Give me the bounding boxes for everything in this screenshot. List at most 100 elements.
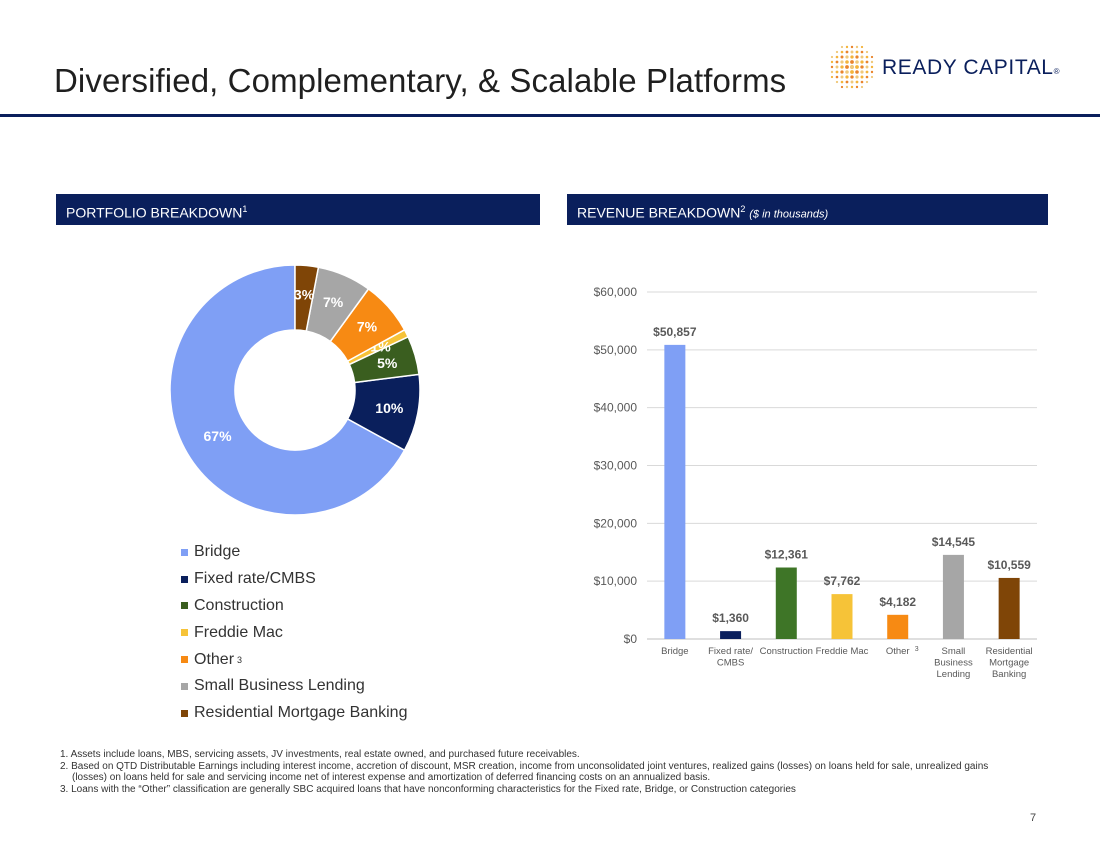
logo-text: READY CAPITAL <box>882 56 1054 79</box>
y-tick-label: $30,000 <box>594 459 638 473</box>
data-label-bridge: $50,857 <box>653 325 697 339</box>
legend-item-freddie-mac: Freddie Mac <box>181 619 407 646</box>
footnote-3: 3. Loans with the “Other” classification… <box>60 783 796 795</box>
logo-dot <box>840 50 844 54</box>
y-tick-label: $0 <box>624 632 638 646</box>
portfolio-donut-chart: 67%10%5%1%7%7%3% <box>169 264 421 516</box>
bar-freddie-mac <box>831 594 853 639</box>
logo-dot <box>850 55 854 59</box>
x-tick-label-line: Mortgage <box>989 658 1029 669</box>
revenue-breakdown-footnote-ref: 2 <box>740 204 746 214</box>
x-tick-label-small-business-lending: Small Business Lending <box>934 646 973 680</box>
logo-dot <box>840 55 844 59</box>
logo-dot <box>835 55 839 59</box>
logo-dot <box>840 75 844 79</box>
legend-label: Residential Mortgage Banking <box>194 704 408 722</box>
data-label-residential-mortgage-banking: $10,559 <box>987 558 1031 572</box>
x-tick-label-line: CMBS <box>717 658 744 669</box>
x-tick-label-line: Bridge <box>661 646 688 657</box>
logo-dot <box>870 70 874 74</box>
data-label-fixed-rate-cmbs: $1,360 <box>712 611 749 625</box>
logo-dot <box>855 55 859 59</box>
footnote-1: 1. Assets include loans, MBS, servicing … <box>60 749 580 760</box>
logo-dot <box>850 45 854 49</box>
y-tick-label: $40,000 <box>594 401 638 415</box>
logo-dot <box>870 65 874 69</box>
bar-small-business-lending <box>942 554 964 639</box>
bar-residential-mortgage-banking <box>998 577 1020 639</box>
logo-dot <box>870 55 874 59</box>
logo-dot <box>845 85 849 89</box>
donut-label-construction: 5% <box>377 355 398 371</box>
logo-dot <box>860 65 864 69</box>
legend-label: Construction <box>194 596 284 614</box>
logo-dot <box>845 50 849 54</box>
logo-dot <box>870 60 874 64</box>
data-label-construction: $12,361 <box>765 548 809 562</box>
x-tick-label-line: Lending <box>937 669 971 680</box>
portfolio-legend: Bridge Fixed rate/CMBS Construction Freddie… <box>181 539 407 727</box>
logo-dot <box>855 80 859 84</box>
bar-bridge <box>664 344 686 639</box>
logo-dot <box>855 65 859 69</box>
legend-swatch <box>181 548 188 556</box>
logo-dot <box>835 75 839 79</box>
logo-dot <box>835 80 839 84</box>
logo-dot <box>835 70 839 74</box>
data-label-freddie-mac: $7,762 <box>824 574 861 588</box>
logo-registered-mark: ® <box>1053 67 1061 76</box>
logo-dot <box>860 85 864 89</box>
data-label-other: $4,182 <box>879 595 916 609</box>
logo-dot <box>845 45 849 49</box>
donut-label-bridge: 67% <box>204 428 233 444</box>
logo-dot <box>860 45 864 49</box>
legend-label: Small Business Lending <box>194 677 365 695</box>
logo-dot <box>860 75 864 79</box>
portfolio-breakdown-footnote-ref: 1 <box>242 204 248 214</box>
logo-dot <box>830 60 834 64</box>
legend-item-small-business-lending: Small Business Lending <box>181 673 407 700</box>
bar-construction <box>775 567 797 639</box>
logo-dot <box>835 60 839 64</box>
revenue-breakdown-header: REVENUE BREAKDOWN2 ($ in thousands) <box>567 194 1048 225</box>
logo-dot <box>865 75 869 79</box>
logo-dot <box>835 65 839 69</box>
logo-dot <box>840 45 844 49</box>
x-tick-label-line: Construction <box>760 646 813 657</box>
logo-dot <box>860 60 864 64</box>
logo-dot <box>830 55 834 59</box>
x-tick-footnote-ref: 3 <box>915 646 919 653</box>
logo-dot <box>860 55 864 59</box>
footnotes: 1. Assets include loans, MBS, servicing … <box>60 749 1020 795</box>
donut-label-other: 7% <box>357 319 378 335</box>
x-tick-label-residential-mortgage-banking: Residential Mortgage Banking <box>986 646 1033 680</box>
logo-dot <box>855 85 859 89</box>
logo-dot <box>849 64 855 70</box>
logo-dot <box>855 45 859 49</box>
legend-item-other: Other 3 <box>181 646 407 673</box>
bar-fixed-rate-cmbs <box>720 631 742 639</box>
legend-label: Other <box>194 650 235 668</box>
logo-dot <box>840 85 844 89</box>
x-tick-label-line: Small <box>942 646 966 657</box>
logo-dot <box>855 70 859 74</box>
logo-dot <box>850 80 854 84</box>
portfolio-breakdown-header: PORTFOLIO BREAKDOWN1 <box>56 194 540 225</box>
legend-label: Fixed rate/CMBS <box>194 570 316 588</box>
logo-dot <box>850 75 854 79</box>
legend-swatch <box>181 682 188 690</box>
logo-dot <box>865 70 869 74</box>
logo-dot <box>865 80 869 84</box>
donut-label-residential-mortgage-banking: 3% <box>294 286 315 302</box>
logo-dot <box>845 55 849 59</box>
y-tick-label: $10,000 <box>594 574 638 588</box>
legend-swatch <box>181 602 188 610</box>
x-tick-label-other: Other <box>886 646 910 657</box>
logo-dot <box>855 75 859 79</box>
donut-slice-bridge <box>169 264 406 516</box>
logo-dot <box>850 85 854 89</box>
logo-dot <box>855 50 859 54</box>
logo-dot <box>855 60 859 64</box>
x-tick-label-bridge: Bridge <box>661 646 688 657</box>
logo-dot <box>865 60 869 64</box>
